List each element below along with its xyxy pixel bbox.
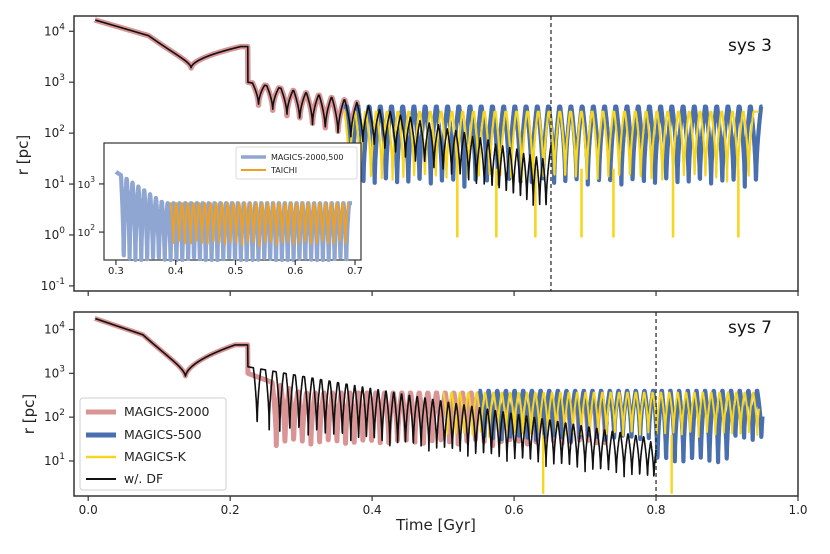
inset-series-taichi (168, 202, 350, 248)
legend-box (79, 397, 227, 491)
x-tick-label: 0.6 (505, 503, 524, 517)
y-tick-label: 104 (44, 22, 65, 38)
x-tick-label: 1.0 (788, 503, 807, 517)
x-tick-label: 0.4 (168, 266, 184, 277)
legend-label-2: MAGICS-K (124, 449, 187, 464)
inset-axes: 0.3 0.4 0.5 0.6 0.7 103 102 (77, 175, 362, 277)
top-curves (92, 17, 765, 238)
y-tick-label: 103 (44, 73, 65, 89)
bottom-y-axis-label: r [pc] (20, 394, 38, 434)
y-tick-label: 102 (77, 223, 95, 239)
x-tick-label: 0.2 (221, 503, 240, 517)
y-tick-label: 102 (44, 124, 65, 140)
x-tick-label: 0.7 (347, 266, 363, 277)
legend-label-1: MAGICS-500 (124, 427, 202, 442)
inset-legend: MAGICS-2000,500 TAICHI (235, 146, 358, 180)
series-df-top (94, 19, 552, 206)
x-tick-label: 0.5 (228, 266, 244, 277)
y-tick-label: 102 (44, 408, 65, 424)
bottom-panel-annotation: sys 7 (728, 318, 772, 338)
x-tick-label: 0.0 (79, 503, 98, 517)
x-axis-label: Time [Gyr] (395, 516, 476, 534)
bottom-panel: 104 103 102 101 0.0 0.2 0.4 0.6 0.8 1.0 sys 7 r … (20, 311, 808, 534)
legend-label-3: w/. DF (124, 471, 163, 486)
inset-curves (114, 169, 354, 263)
x-tick-label: 0.4 (363, 503, 382, 517)
legend: MAGICS-2000 MAGICS-500 MAGICS-K w/. DF (79, 397, 227, 491)
top-y-axis-label: r [pc] (14, 135, 32, 175)
series-magics-k-top (342, 110, 760, 183)
top-panel-annotation: sys 3 (728, 36, 772, 56)
y-tick-label: 103 (77, 175, 95, 191)
bottom-curves (93, 316, 765, 494)
y-tick-label: 101 (44, 175, 65, 191)
series-magics-k-bottom (442, 391, 760, 438)
inset-plot: 0.3 0.4 0.5 0.6 0.7 103 102 MAGICS-2000,500 TA… (77, 142, 363, 277)
inset-legend-label-0: MAGICS-2000,500 (271, 153, 344, 162)
bottom-y-axis: 104 103 102 101 (44, 321, 74, 468)
y-tick-label: 101 (44, 452, 65, 468)
x-tick-label: 0.8 (646, 503, 665, 517)
x-tick-label: 0.3 (108, 266, 124, 277)
y-tick-label: 100 (44, 226, 65, 242)
top-y-axis: 104 103 102 101 100 10-1 (41, 22, 74, 293)
y-tick-label: 10-1 (41, 277, 65, 293)
inset-legend-label-1: TAICHI (270, 166, 297, 175)
bottom-x-axis: 0.0 0.2 0.4 0.6 0.8 1.0 (79, 496, 808, 517)
inset-legend-box (235, 146, 358, 180)
x-tick-label: 0.6 (287, 266, 303, 277)
y-tick-label: 104 (44, 321, 65, 337)
top-x-axis (87, 291, 799, 296)
series-df-bottom (94, 317, 657, 478)
legend-label-0: MAGICS-2000 (124, 404, 210, 419)
y-tick-label: 103 (44, 364, 65, 380)
